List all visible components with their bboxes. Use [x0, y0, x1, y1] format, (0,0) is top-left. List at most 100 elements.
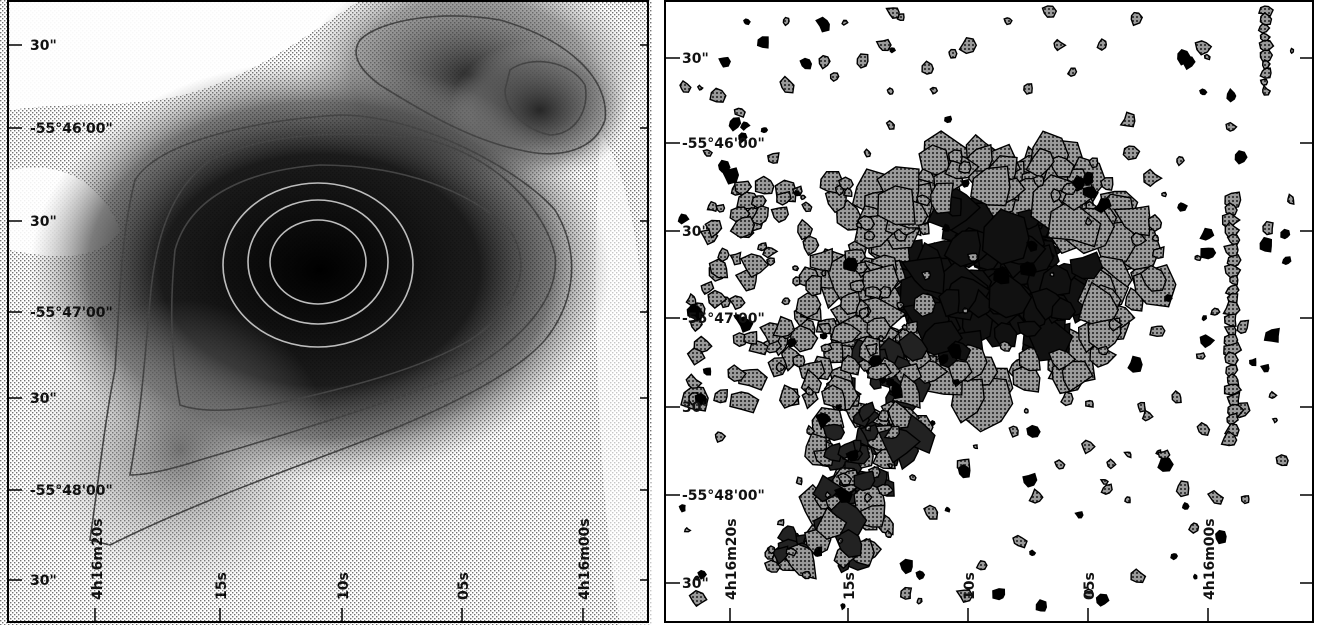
emission-clump: [962, 306, 969, 315]
emission-clump: [1029, 549, 1037, 557]
emission-clump: [800, 194, 807, 201]
emission-clump: [822, 423, 846, 442]
right-dec-label-1: -55°46'00": [682, 136, 765, 152]
emission-clump: [1139, 264, 1167, 292]
emission-clump: [1032, 174, 1045, 188]
emission-clump: [929, 419, 936, 427]
emission-clump: [685, 373, 703, 389]
emission-clump: [1038, 263, 1072, 296]
emission-clump: [738, 132, 748, 144]
emission-clump: [1287, 193, 1295, 205]
emission-clump: [820, 343, 833, 353]
emission-clump: [884, 529, 893, 538]
emission-clump: [1085, 399, 1094, 408]
left-dec-label-6: 30": [30, 573, 57, 589]
emission-clump: [958, 37, 978, 55]
emission-clump: [1023, 407, 1029, 414]
emission-clump: [1261, 58, 1271, 71]
emission-clump: [1262, 84, 1272, 96]
emission-clump: [1206, 489, 1225, 505]
emission-clump: [996, 266, 1009, 282]
emission-clump: [992, 588, 1006, 601]
right-ra-label-2: 10s: [962, 572, 978, 600]
emission-clump: [693, 575, 700, 581]
emission-clump: [821, 269, 827, 277]
emission-clump: [1170, 553, 1179, 561]
emission-clump: [958, 160, 972, 174]
emission-clump: [1181, 502, 1190, 510]
emission-clump: [772, 315, 796, 338]
emission-clump: [866, 316, 892, 340]
emission-clump: [1194, 254, 1202, 262]
emission-clump: [961, 178, 970, 188]
left-dec-label-2: 30": [30, 214, 57, 230]
emission-clump: [1082, 186, 1097, 199]
emission-clump: [908, 474, 917, 482]
left-ra-label-2: 10s: [336, 572, 352, 600]
emission-clump: [734, 180, 753, 196]
emission-clump: [785, 547, 798, 557]
emission-clump: [1171, 390, 1182, 404]
emission-clump: [1215, 529, 1227, 545]
emission-clump: [729, 251, 742, 266]
emission-clump: [817, 322, 832, 335]
emission-clump: [993, 322, 1018, 348]
emission-clump: [998, 340, 1013, 352]
emission-clump: [1127, 355, 1143, 373]
emission-clump: [756, 36, 769, 49]
emission-clump: [885, 119, 896, 130]
emission-clump: [938, 288, 960, 318]
emission-clump: [1234, 150, 1248, 165]
emission-clump: [1262, 220, 1274, 236]
emission-clump: [921, 60, 935, 75]
emission-clump: [1275, 454, 1289, 467]
emission-clump: [944, 506, 951, 513]
emission-clump: [1095, 593, 1110, 607]
emission-clump: [955, 589, 974, 604]
emission-clump: [1022, 472, 1038, 488]
right-dec-label-4: 30": [682, 400, 709, 416]
emission-clump: [972, 444, 979, 450]
emission-clump: [834, 528, 863, 558]
emission-clump: [1054, 459, 1066, 470]
emission-clump: [967, 288, 995, 319]
emission-clump: [1099, 176, 1114, 191]
emission-clump: [1194, 40, 1213, 56]
emission-clump: [1249, 357, 1257, 367]
emission-clump: [781, 297, 791, 306]
emission-clump: [713, 388, 729, 404]
emission-clump: [1177, 48, 1191, 66]
emission-clump: [689, 318, 703, 333]
emission-clump: [754, 175, 775, 195]
emission-clump: [864, 286, 883, 300]
emission-clump: [1281, 256, 1292, 265]
emission-clump: [1130, 568, 1147, 584]
emission-clump: [694, 392, 708, 406]
emission-clump: [679, 80, 692, 93]
emission-clump: [829, 321, 862, 345]
emission-clump: [1096, 38, 1108, 52]
emission-clump: [915, 194, 932, 207]
emission-clump: [1175, 480, 1190, 498]
emission-clump: [677, 213, 690, 225]
emission-clump: [1226, 88, 1237, 103]
emission-clump: [913, 292, 937, 318]
left-ra-axis: 4h16m20s 15s 10s 05s 4h16m00s: [90, 518, 593, 600]
emission-clump: [840, 603, 846, 611]
emission-clump: [875, 38, 892, 52]
emission-clump: [1100, 483, 1113, 495]
emission-clump: [1201, 315, 1208, 322]
emission-clump: [696, 84, 704, 91]
emission-clump: [840, 354, 861, 376]
emission-clump: [708, 258, 729, 279]
emission-clump: [988, 271, 1033, 319]
emission-clump: [1094, 198, 1112, 214]
left-dec-axis: 30" -55°46'00" 30" -55°47'00" 30" -55°48…: [30, 38, 113, 589]
emission-clump: [1041, 5, 1058, 18]
emission-clump: [766, 545, 776, 555]
emission-clump: [1200, 247, 1217, 260]
emission-clump: [1223, 313, 1237, 327]
emission-clump: [836, 472, 853, 486]
emission-clump: [1220, 430, 1238, 447]
left-dec-label-5: -55°48'00": [30, 483, 113, 499]
